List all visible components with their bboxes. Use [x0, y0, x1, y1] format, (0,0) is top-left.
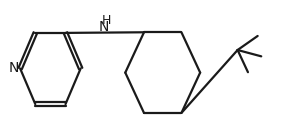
Text: N: N	[9, 62, 19, 75]
Text: H: H	[102, 14, 111, 27]
Text: N: N	[98, 20, 109, 34]
